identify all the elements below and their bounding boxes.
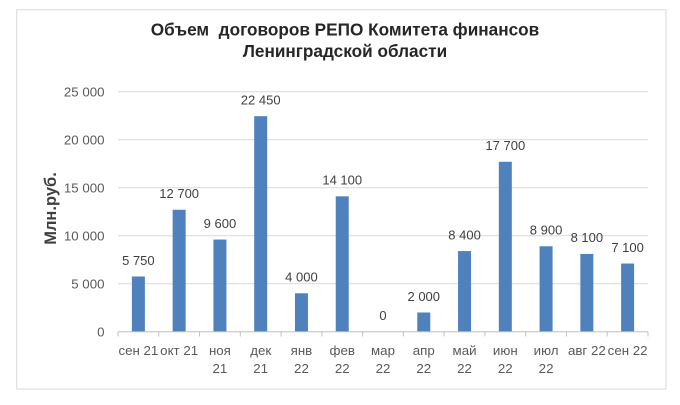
svg-text:июн: июн bbox=[493, 343, 518, 358]
svg-text:22: 22 bbox=[539, 361, 554, 376]
svg-text:22 450: 22 450 bbox=[241, 92, 281, 107]
svg-text:22: 22 bbox=[416, 361, 431, 376]
svg-text:17 700: 17 700 bbox=[485, 138, 525, 153]
svg-text:0: 0 bbox=[97, 324, 104, 339]
svg-text:21: 21 bbox=[253, 361, 268, 376]
svg-text:10 000: 10 000 bbox=[64, 228, 105, 243]
svg-text:янв: янв bbox=[291, 343, 313, 358]
svg-text:сен 22: сен 22 bbox=[608, 343, 648, 358]
svg-text:сен 21: сен 21 bbox=[118, 343, 158, 358]
svg-text:12 700: 12 700 bbox=[159, 186, 199, 201]
svg-text:окт 21: окт 21 bbox=[160, 343, 198, 358]
svg-text:2 000: 2 000 bbox=[407, 289, 440, 304]
svg-text:дек: дек bbox=[250, 343, 271, 358]
svg-text:Объем договоров РЕПО Комитета: Объем договоров РЕПО Комитета финансов bbox=[151, 20, 539, 40]
svg-text:фев: фев bbox=[330, 343, 355, 358]
svg-text:15 000: 15 000 bbox=[64, 180, 105, 195]
svg-text:июл: июл bbox=[534, 343, 559, 358]
svg-text:5 750: 5 750 bbox=[122, 253, 155, 268]
svg-text:20 000: 20 000 bbox=[64, 132, 105, 147]
svg-text:5 000: 5 000 bbox=[71, 276, 104, 291]
svg-text:мар: мар bbox=[371, 343, 395, 358]
svg-text:Ленинградской области: Ленинградской области bbox=[243, 41, 447, 61]
svg-text:22: 22 bbox=[294, 361, 309, 376]
svg-text:14 100: 14 100 bbox=[322, 173, 362, 188]
svg-text:7 100: 7 100 bbox=[611, 240, 644, 255]
svg-text:8 900: 8 900 bbox=[530, 223, 563, 238]
svg-text:22: 22 bbox=[498, 361, 513, 376]
svg-text:22: 22 bbox=[335, 361, 350, 376]
svg-text:май: май bbox=[453, 343, 477, 358]
svg-text:0: 0 bbox=[379, 308, 386, 323]
svg-text:4 000: 4 000 bbox=[285, 270, 318, 285]
svg-text:авг 22: авг 22 bbox=[568, 343, 606, 358]
svg-text:9 600: 9 600 bbox=[204, 216, 237, 231]
svg-text:апр: апр bbox=[413, 343, 435, 358]
svg-text:ноя: ноя bbox=[209, 343, 231, 358]
svg-text:8 400: 8 400 bbox=[448, 227, 481, 242]
svg-text:21: 21 bbox=[213, 361, 228, 376]
svg-text:25 000: 25 000 bbox=[64, 84, 105, 99]
svg-text:8 100: 8 100 bbox=[571, 230, 604, 245]
svg-text:Млн.руб.: Млн.руб. bbox=[42, 172, 60, 245]
svg-text:22: 22 bbox=[457, 361, 472, 376]
svg-text:22: 22 bbox=[376, 361, 391, 376]
